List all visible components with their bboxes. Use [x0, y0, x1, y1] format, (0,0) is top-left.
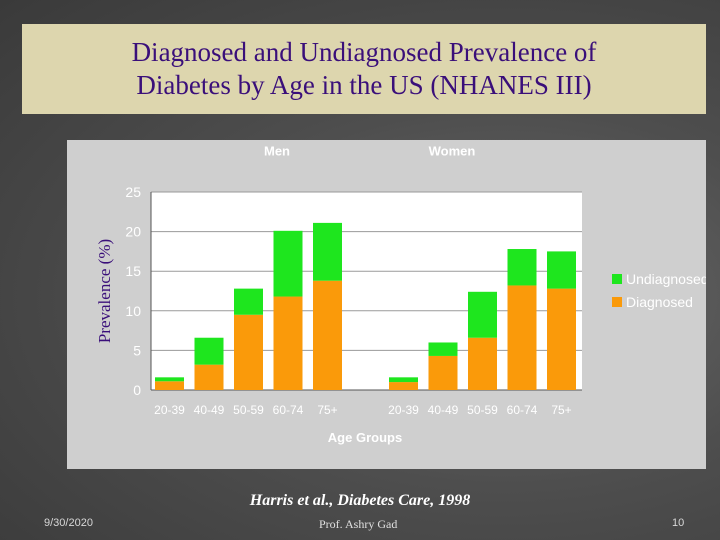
footer-author: Prof. Ashry Gad — [319, 517, 398, 531]
bar-diagnosed-men-60-74 — [273, 296, 303, 390]
x-tick-label: 50-59 — [233, 403, 264, 417]
bar-diagnosed-women-60-74 — [507, 285, 537, 390]
x-tick-label: 60-74 — [273, 403, 304, 417]
bar-undiagnosed-women-20-39 — [389, 377, 418, 383]
legend-swatch-undiagnosed — [612, 274, 622, 284]
x-axis-label: Age Groups — [328, 430, 402, 445]
legend-label-diagnosed: Diagnosed — [626, 294, 693, 310]
slide-title: Diagnosed and Undiagnosed Prevalence of … — [131, 37, 597, 100]
x-tick-label: 75+ — [551, 403, 571, 417]
bar-undiagnosed-men-60-74 — [273, 230, 303, 297]
bar-undiagnosed-women-75+ — [547, 251, 576, 289]
bar-diagnosed-men-40-49 — [194, 364, 224, 390]
y-axis-label: Prevalence (%) — [95, 239, 114, 343]
footer-page-number: 10 — [672, 517, 685, 529]
legend-swatch-diagnosed — [612, 297, 622, 307]
chart-svg: 0 5 10 15 20 25 Prevalence (%) Men Women 20-39 40-… — [67, 140, 706, 469]
bar-undiagnosed-men-40-49 — [194, 337, 224, 365]
legend-label-undiagnosed: Undiagnosed — [626, 271, 706, 287]
y-tick-label: 15 — [125, 263, 141, 279]
bar-diagnosed-women-50-59 — [468, 337, 497, 390]
group-title-men: Men — [264, 144, 290, 159]
bar-undiagnosed-men-20-39 — [155, 377, 184, 382]
bar-undiagnosed-women-50-59 — [468, 291, 497, 338]
x-tick-label: 75+ — [317, 403, 337, 417]
stacked-bar-chart: 0 5 10 15 20 25 Prevalence (%) Men Women 20-39 40-… — [67, 140, 706, 469]
bar-undiagnosed-women-40-49 — [428, 342, 458, 356]
footer-date: 9/30/2020 — [44, 517, 93, 529]
bar-diagnosed-women-75+ — [547, 288, 576, 390]
y-tick-label: 20 — [125, 224, 141, 240]
group-title-women: Women — [429, 144, 476, 159]
y-tick-label: 5 — [133, 342, 141, 358]
bar-diagnosed-women-40-49 — [428, 355, 458, 390]
y-tick-label: 0 — [133, 382, 141, 398]
bar-undiagnosed-women-60-74 — [507, 249, 537, 286]
x-tick-label: 40-49 — [194, 403, 225, 417]
bar-diagnosed-men-50-59 — [234, 314, 263, 390]
x-tick-label: 60-74 — [507, 403, 538, 417]
x-tick-label: 50-59 — [467, 403, 498, 417]
source-citation: Harris et al., Diabetes Care, 1998 — [249, 492, 471, 509]
bar-diagnosed-men-20-39 — [155, 381, 184, 390]
title-banner: Diagnosed and Undiagnosed Prevalence of … — [22, 24, 706, 114]
bar-diagnosed-women-20-39 — [389, 382, 418, 390]
y-tick-label: 10 — [125, 303, 141, 319]
bar-diagnosed-men-75+ — [313, 280, 342, 390]
bar-undiagnosed-men-50-59 — [234, 288, 263, 315]
y-tick-label: 25 — [125, 184, 141, 200]
x-tick-label: 40-49 — [428, 403, 459, 417]
x-tick-label: 20-39 — [388, 403, 419, 417]
x-tick-label: 20-39 — [154, 403, 185, 417]
bar-undiagnosed-men-75+ — [313, 222, 342, 281]
